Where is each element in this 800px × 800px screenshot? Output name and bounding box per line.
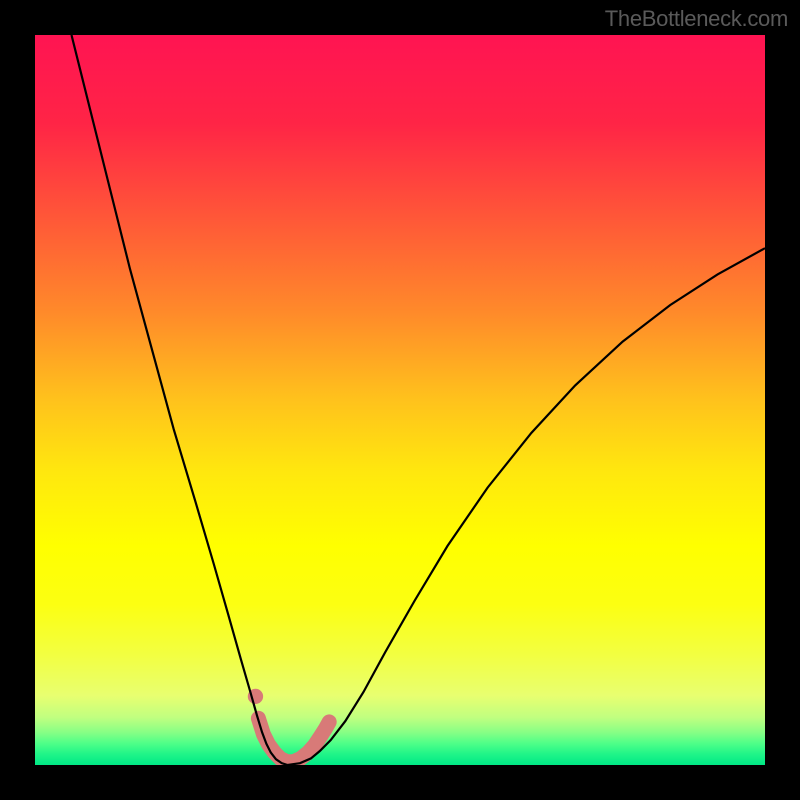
chart-plot-area <box>35 35 765 765</box>
curve-right <box>288 248 765 765</box>
marker-band <box>258 718 329 761</box>
curve-left <box>72 35 288 765</box>
chart-curve-layer <box>35 35 765 765</box>
watermark-text: TheBottleneck.com <box>605 6 788 32</box>
